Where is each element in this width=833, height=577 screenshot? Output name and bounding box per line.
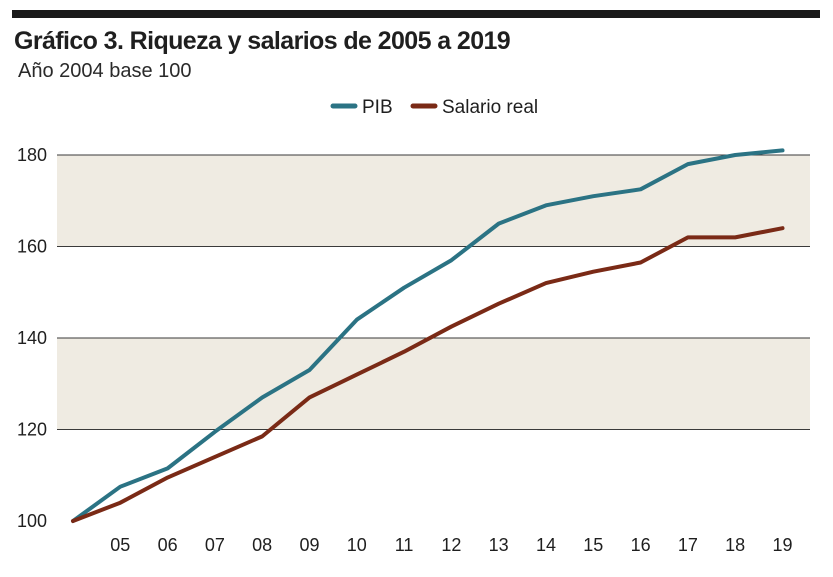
x-tick-label-07: 07 — [205, 535, 225, 555]
legend-label-salario-real: Salario real — [442, 97, 538, 118]
background-bands — [57, 155, 810, 430]
legend: PIB Salario real — [330, 97, 538, 118]
x-tick-label-10: 10 — [347, 535, 367, 555]
x-tick-label-16: 16 — [631, 535, 651, 555]
y-tick-label-100: 100 — [17, 511, 47, 531]
x-tick-label-18: 18 — [725, 535, 745, 555]
y-tick-label-160: 160 — [17, 237, 47, 257]
x-tick-label-06: 06 — [158, 535, 178, 555]
y-tick-label-180: 180 — [17, 145, 47, 165]
y-tick-label-140: 140 — [17, 328, 47, 348]
series-lines — [71, 148, 785, 523]
x-tick-label-15: 15 — [583, 535, 603, 555]
x-tick-label-14: 14 — [536, 535, 556, 555]
y-axis-ticks: 100 120 140 160 180 — [17, 145, 47, 531]
band-120-140 — [57, 338, 810, 430]
legend-label-pib: PIB — [362, 97, 393, 118]
chart-subtitle: Año 2004 base 100 — [18, 60, 192, 82]
series-line-pib — [71, 148, 785, 523]
x-tick-label-13: 13 — [489, 535, 509, 555]
series-line-salario-real — [71, 226, 785, 523]
x-tick-label-17: 17 — [678, 535, 698, 555]
x-tick-label-05: 05 — [110, 535, 130, 555]
x-tick-label-19: 19 — [772, 535, 792, 555]
x-tick-label-11: 11 — [395, 535, 414, 555]
x-axis-ticks: 05 06 07 08 09 10 11 12 13 14 15 16 17 18 19 — [110, 535, 792, 555]
x-tick-label-08: 08 — [252, 535, 272, 555]
band-160-180 — [57, 155, 810, 247]
chart-title: Gráfico 3. Riqueza y salarios de 2005 a … — [14, 27, 511, 55]
x-tick-label-09: 09 — [299, 535, 319, 555]
y-tick-label-120: 120 — [17, 420, 47, 440]
x-tick-label-12: 12 — [441, 535, 461, 555]
top-rule — [12, 10, 820, 18]
